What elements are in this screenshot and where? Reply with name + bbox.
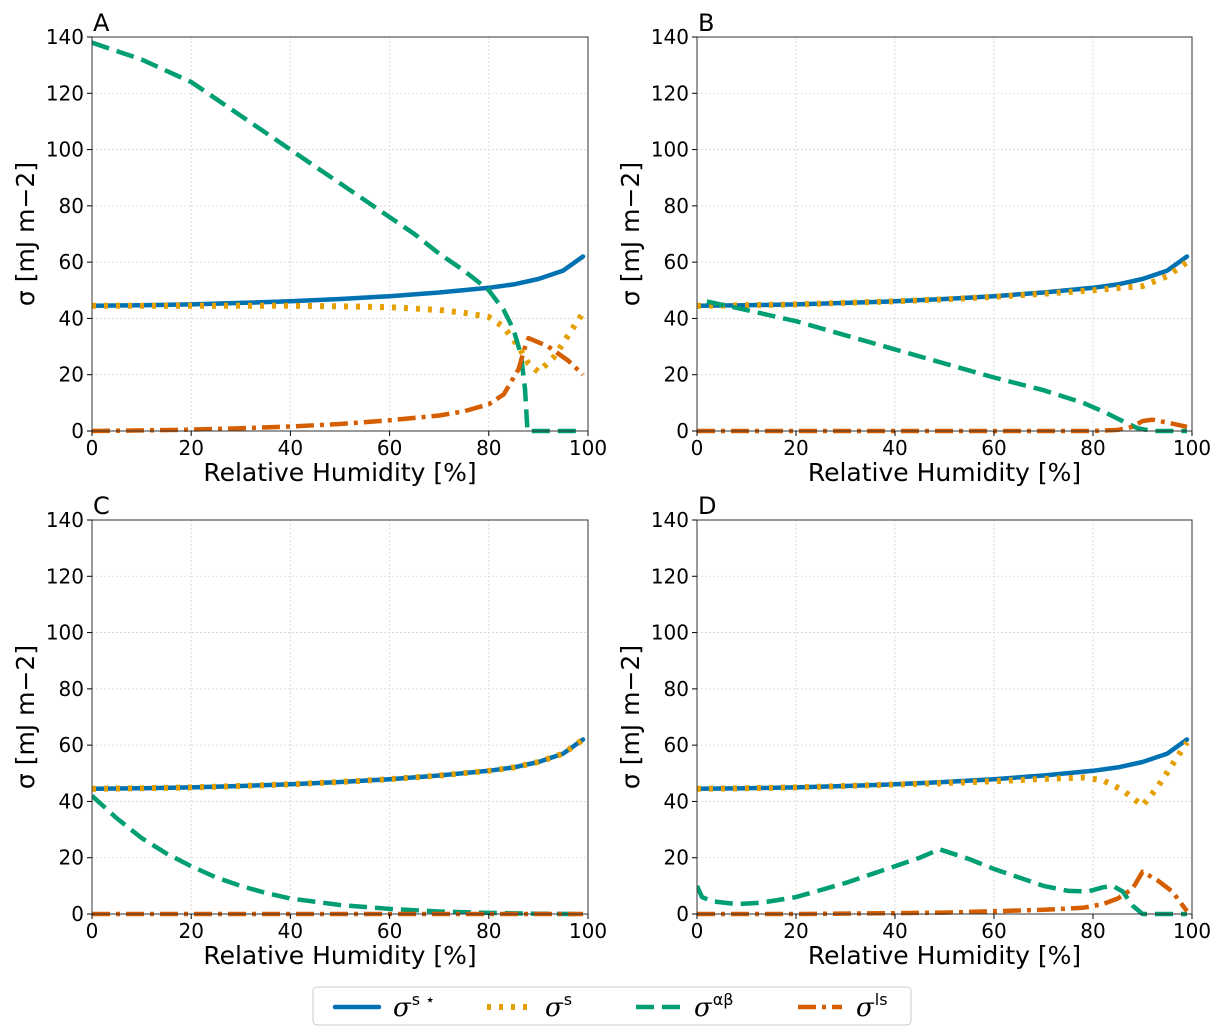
series-line-σls bbox=[697, 869, 1189, 917]
y-tick-label: 20 bbox=[59, 363, 84, 387]
axes-frame bbox=[91, 36, 589, 432]
series-line-σs⋆ bbox=[92, 737, 586, 792]
x-tick-label: 80 bbox=[1080, 436, 1105, 460]
x-tick-label: 40 bbox=[882, 436, 907, 460]
y-tick-label: 80 bbox=[59, 677, 84, 701]
panel-label: B bbox=[698, 9, 714, 37]
x-axis-label: Relative Humidity [%] bbox=[203, 458, 476, 487]
panel-label: D bbox=[698, 492, 716, 520]
y-axis-label: σ [mJ m−2] bbox=[11, 162, 40, 306]
series-line-σαβ bbox=[92, 794, 584, 917]
x-axis-label: Relative Humidity [%] bbox=[808, 458, 1081, 487]
y-tick-label: 120 bbox=[46, 564, 84, 588]
x-tick-label: 20 bbox=[178, 919, 203, 943]
x-tick-label: 0 bbox=[691, 436, 704, 460]
x-tick-label: 100 bbox=[569, 919, 607, 943]
y-tick-label: 140 bbox=[651, 25, 689, 49]
y-axis-label: σ [mJ m−2] bbox=[11, 645, 40, 789]
series-group bbox=[92, 40, 586, 434]
x-axis-label: Relative Humidity [%] bbox=[808, 941, 1081, 970]
axes-frame bbox=[696, 519, 1193, 915]
series-group bbox=[697, 254, 1190, 434]
legend-label-3: σls bbox=[856, 990, 888, 1023]
series-line-σαβ bbox=[92, 40, 583, 434]
legend-box bbox=[312, 986, 912, 1026]
series-line-σαβ bbox=[697, 847, 1187, 917]
x-tick-label: 80 bbox=[476, 436, 501, 460]
y-tick-label: 80 bbox=[59, 194, 84, 218]
series-group bbox=[92, 737, 586, 917]
series-line-σs⋆ bbox=[697, 254, 1190, 309]
x-tick-label: 0 bbox=[691, 919, 704, 943]
series-line-σls bbox=[697, 417, 1188, 434]
series-group bbox=[697, 737, 1190, 917]
y-tick-label: 60 bbox=[59, 733, 84, 757]
x-tick-label: 20 bbox=[178, 436, 203, 460]
y-tick-label: 20 bbox=[59, 846, 84, 870]
series-line-σαβ bbox=[706, 299, 1187, 434]
y-tick-label: 40 bbox=[664, 789, 689, 813]
y-tick-label: 60 bbox=[59, 250, 84, 274]
series-line-σs bbox=[697, 259, 1189, 309]
panel-c: 0 20 40 60 80 100 0 20 40 60 80 100 120 140 Relative H… bbox=[11, 492, 607, 970]
x-tick-label: 20 bbox=[783, 919, 808, 943]
x-tick-label: 80 bbox=[476, 919, 501, 943]
x-tick-label: 60 bbox=[377, 919, 402, 943]
y-tick-label: 0 bbox=[676, 902, 689, 926]
panel-b: 0 20 40 60 80 100 0 20 40 60 80 100 120 140 Relative H… bbox=[616, 9, 1211, 487]
legend: σs ⋆ σs σαβ σls bbox=[312, 986, 912, 1026]
y-tick-label: 20 bbox=[664, 846, 689, 870]
series-line-σs bbox=[92, 737, 585, 792]
y-tick-label: 20 bbox=[664, 363, 689, 387]
y-tick-label: 100 bbox=[46, 621, 84, 645]
series-line-σs⋆ bbox=[697, 737, 1190, 792]
panel-label: A bbox=[93, 9, 110, 37]
series-line-σs bbox=[697, 740, 1190, 809]
y-tick-label: 0 bbox=[71, 419, 84, 443]
y-tick-label: 140 bbox=[46, 508, 84, 532]
x-axis-label: Relative Humidity [%] bbox=[203, 941, 476, 970]
y-axis-label: σ [mJ m−2] bbox=[616, 645, 645, 789]
y-tick-label: 120 bbox=[651, 564, 689, 588]
y-tick-label: 40 bbox=[664, 306, 689, 330]
y-axis-label: σ [mJ m−2] bbox=[616, 162, 645, 306]
y-tick-label: 0 bbox=[71, 902, 84, 926]
axes-frame bbox=[91, 519, 589, 915]
y-tick-label: 140 bbox=[46, 25, 84, 49]
x-tick-label: 60 bbox=[377, 436, 402, 460]
axes-frame bbox=[696, 36, 1193, 432]
y-tick-label: 60 bbox=[664, 733, 689, 757]
x-tick-label: 60 bbox=[981, 919, 1006, 943]
x-tick-label: 100 bbox=[1173, 436, 1211, 460]
x-tick-label: 40 bbox=[278, 436, 303, 460]
y-tick-label: 40 bbox=[59, 306, 84, 330]
y-tick-label: 40 bbox=[59, 789, 84, 813]
x-tick-label: 100 bbox=[1173, 919, 1211, 943]
x-tick-label: 20 bbox=[783, 436, 808, 460]
x-tick-label: 40 bbox=[278, 919, 303, 943]
panel-a: 0 20 40 60 80 100 0 20 40 60 80 100 120 140 Relative H… bbox=[11, 9, 607, 487]
x-tick-label: 0 bbox=[86, 436, 99, 460]
y-tick-label: 80 bbox=[664, 194, 689, 218]
x-tick-label: 0 bbox=[86, 919, 99, 943]
series-line-σs⋆ bbox=[92, 254, 586, 309]
y-tick-label: 100 bbox=[46, 138, 84, 162]
series-line-σls bbox=[92, 335, 585, 434]
y-tick-label: 100 bbox=[651, 138, 689, 162]
series-line-σs bbox=[92, 302, 586, 375]
y-tick-label: 120 bbox=[46, 81, 84, 105]
y-tick-label: 140 bbox=[651, 508, 689, 532]
x-tick-label: 100 bbox=[569, 436, 607, 460]
x-tick-label: 60 bbox=[981, 436, 1006, 460]
x-tick-label: 80 bbox=[1080, 919, 1105, 943]
x-tick-label: 40 bbox=[882, 919, 907, 943]
y-tick-label: 60 bbox=[664, 250, 689, 274]
y-tick-label: 100 bbox=[651, 621, 689, 645]
panel-label: C bbox=[93, 492, 110, 520]
panel-d: 0 20 40 60 80 100 0 20 40 60 80 100 120 140 Relative H… bbox=[616, 492, 1211, 970]
y-tick-label: 120 bbox=[651, 81, 689, 105]
y-tick-label: 0 bbox=[676, 419, 689, 443]
y-tick-label: 80 bbox=[664, 677, 689, 701]
